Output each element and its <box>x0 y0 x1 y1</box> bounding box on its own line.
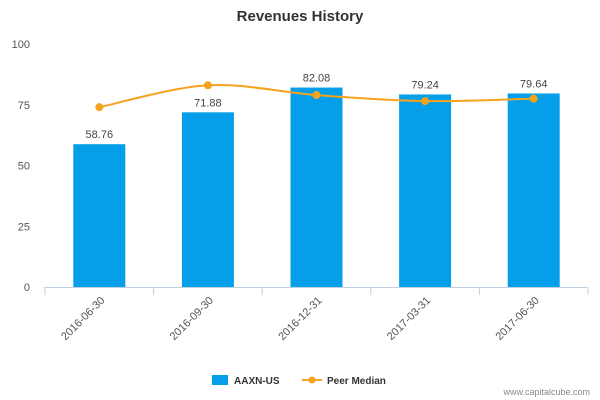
bar-value-label: 79.24 <box>411 79 439 91</box>
chart-title: Revenues History <box>237 8 364 25</box>
bar[interactable] <box>399 94 452 287</box>
legend-marker-peer <box>308 376 316 384</box>
bar-value-label: 58.76 <box>86 129 114 141</box>
y-tick-label: 0 <box>24 282 30 294</box>
x-tick-label: 2016-09-30 <box>168 295 216 343</box>
x-tick-label: 2016-12-31 <box>276 295 324 343</box>
peer-median-series <box>95 81 538 112</box>
x-tick-label: 2016-06-30 <box>59 295 107 343</box>
y-tick-label: 100 <box>12 39 30 51</box>
legend-label-aaxn[interactable]: AAXN-US <box>234 376 280 387</box>
bar[interactable] <box>290 87 343 288</box>
bar-value-label: 82.08 <box>303 73 331 85</box>
legend[interactable]: AAXN-US Peer Median <box>212 375 386 387</box>
x-axis: 2016-06-30 2016-09-30 2016-12-31 2017-03-31… <box>44 287 589 343</box>
bar-series <box>73 87 560 288</box>
legend-label-peer[interactable]: Peer Median <box>327 376 386 387</box>
bar[interactable] <box>507 93 560 288</box>
bar[interactable] <box>73 144 126 287</box>
bar-value-label: 79.64 <box>520 78 548 90</box>
x-tick-label: 2017-03-31 <box>385 295 433 343</box>
peer-median-point[interactable] <box>203 81 212 90</box>
y-tick-label: 75 <box>18 100 30 112</box>
y-axis: 0 25 50 75 100 <box>12 39 30 294</box>
y-tick-label: 50 <box>18 161 30 173</box>
bar[interactable] <box>181 112 234 287</box>
bar-value-label: 71.88 <box>194 97 222 109</box>
peer-median-point[interactable] <box>421 97 430 106</box>
peer-median-point[interactable] <box>529 94 538 103</box>
data-labels: 58.76 71.88 82.08 79.24 79.64 <box>86 73 548 142</box>
peer-median-point[interactable] <box>312 91 321 100</box>
peer-median-point[interactable] <box>95 103 104 112</box>
credit-text: www.capitalcube.com <box>502 387 590 397</box>
legend-swatch-aaxn <box>212 375 228 385</box>
x-tick-label: 2017-06-30 <box>494 295 542 343</box>
y-tick-label: 25 <box>18 221 30 233</box>
